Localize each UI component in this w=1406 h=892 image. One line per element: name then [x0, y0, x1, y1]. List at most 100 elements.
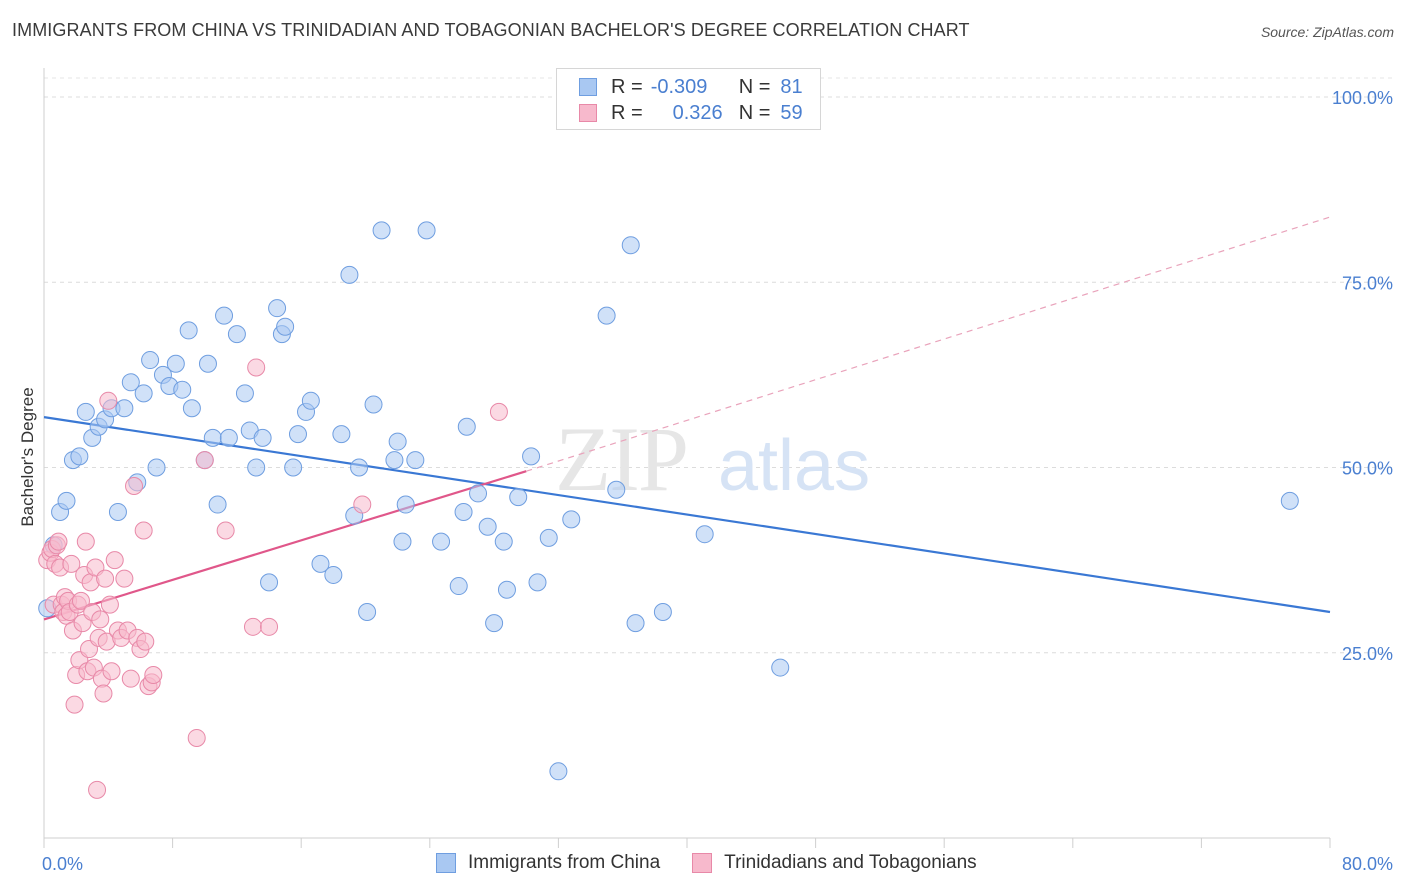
data-point [489, 402, 508, 421]
data-point [324, 565, 343, 584]
data-point [182, 399, 201, 418]
data-point [653, 602, 672, 621]
y-tick-label: 50.0% [1342, 459, 1393, 479]
data-point [350, 458, 369, 477]
legend-row-china: R = -0.309 N = 81 [579, 74, 803, 100]
data-point [1280, 491, 1299, 510]
data-point [372, 221, 391, 240]
trend-line [43, 470, 527, 621]
data-point [94, 684, 113, 703]
data-points [38, 221, 1299, 799]
data-point [494, 532, 513, 551]
data-point [393, 532, 412, 551]
data-point [597, 306, 616, 325]
data-point [432, 532, 451, 551]
series-legend: Immigrants from China Trinidadians and T… [436, 852, 1009, 874]
data-point [166, 354, 185, 373]
data-point [247, 358, 266, 377]
grid-lines [44, 77, 1392, 654]
trend-line [43, 416, 1331, 614]
data-point [695, 525, 714, 544]
x-tick-label: 80.0% [1342, 854, 1393, 874]
data-point [260, 617, 279, 636]
watermark-atlas: atlas [718, 426, 870, 506]
x-tick-label: 0.0% [42, 854, 83, 874]
n-value: 59 [780, 101, 803, 124]
data-point [469, 484, 488, 503]
data-point [136, 632, 155, 651]
n-label: N = [738, 101, 771, 124]
data-point [388, 432, 407, 451]
data-point [65, 695, 84, 714]
data-point [417, 221, 436, 240]
data-point [539, 528, 558, 547]
legend-item-china: Immigrants from China [436, 852, 660, 874]
legend-label: Immigrants from China [468, 852, 661, 873]
data-point [76, 402, 95, 421]
data-point [522, 447, 541, 466]
data-point [91, 610, 110, 629]
r-label: R = [611, 101, 643, 124]
r-label: R = [611, 75, 643, 98]
data-point [115, 569, 134, 588]
trinidad-legend-swatch [692, 853, 713, 873]
data-point [454, 502, 473, 521]
y-tick-label: 100.0% [1332, 88, 1393, 108]
data-point [215, 306, 234, 325]
china-swatch [579, 78, 597, 96]
data-point [358, 602, 377, 621]
data-point [284, 458, 303, 477]
data-point [364, 395, 383, 414]
y-axis-label: Bachelor's Degree [18, 387, 37, 526]
data-point [626, 614, 645, 633]
legend-label: Trinidadians and Tobagonians [724, 852, 977, 873]
r-value: -0.309 [650, 75, 708, 98]
data-point [57, 491, 76, 510]
data-point [340, 265, 359, 284]
data-point [70, 447, 89, 466]
data-point [396, 495, 415, 514]
data-point [216, 521, 235, 540]
data-point [449, 577, 468, 596]
watermark: ZIP atlas [555, 408, 870, 510]
chart-title: IMMIGRANTS FROM CHINA VS TRINIDADIAN AND… [12, 20, 970, 40]
n-label: N = [738, 75, 771, 98]
trinidad-swatch [579, 104, 597, 122]
china-legend-swatch [436, 853, 456, 873]
data-point [62, 554, 81, 573]
data-point [509, 488, 528, 507]
data-point [457, 417, 476, 436]
trend-lines [43, 216, 1331, 621]
data-point [198, 354, 217, 373]
data-point [253, 428, 272, 447]
data-point [311, 554, 330, 573]
data-point [187, 728, 206, 747]
trend-line-extension [526, 216, 1331, 472]
data-point [147, 458, 166, 477]
data-point [144, 665, 163, 684]
data-point [268, 299, 287, 318]
data-point [497, 580, 516, 599]
data-point [203, 428, 222, 447]
y-tick-label: 75.0% [1342, 273, 1393, 293]
correlation-legend: R = -0.309 N = 81 R = 0.326 N = 59 [556, 68, 821, 130]
axes [43, 68, 1331, 848]
data-point [208, 495, 227, 514]
data-point [235, 384, 254, 403]
data-point [260, 573, 279, 592]
data-point [125, 477, 144, 496]
data-point [141, 351, 160, 370]
tick-labels: 25.0% 50.0% 75.0% 100.0% 0.0% 80.0% [42, 88, 1393, 874]
data-point [173, 380, 192, 399]
data-point [134, 384, 153, 403]
data-point [607, 480, 626, 499]
data-point [332, 425, 351, 444]
data-point [562, 510, 581, 529]
data-point [49, 532, 68, 551]
data-point [771, 658, 790, 677]
data-point [528, 573, 547, 592]
data-point [102, 662, 121, 681]
y-tick-label: 25.0% [1342, 644, 1393, 664]
data-point [115, 399, 134, 418]
